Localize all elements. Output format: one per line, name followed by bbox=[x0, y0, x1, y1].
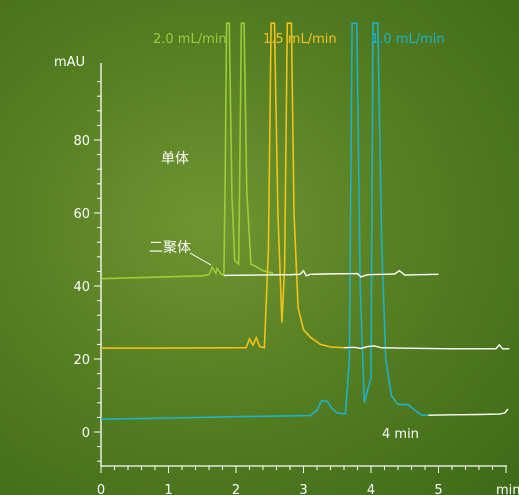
y-tick-label: 40 bbox=[73, 280, 90, 295]
legend-2-0-ml-min: 2.0 mL/min bbox=[153, 32, 227, 47]
trace-white-bottom bbox=[428, 408, 509, 416]
axes bbox=[100, 63, 507, 467]
x-tick-label: 4 bbox=[367, 483, 375, 495]
run-time-label: 4 min bbox=[382, 427, 419, 442]
x-axis-unit: min bbox=[496, 483, 519, 495]
y-tick-label: 80 bbox=[73, 134, 90, 149]
y-tick-label: 0 bbox=[82, 426, 90, 441]
ticks: 80 60 40 20 0 0 1 2 3 4 5 bbox=[73, 81, 507, 495]
dimer-leader-line bbox=[189, 252, 212, 266]
trace-1-0-ml-min bbox=[100, 22, 429, 420]
y-tick-label: 60 bbox=[73, 207, 90, 222]
trace-1-5-ml-min bbox=[101, 22, 345, 349]
trace-white-top bbox=[223, 269, 439, 278]
dimer-label: 二聚体 bbox=[149, 240, 191, 256]
trace-white-mid bbox=[343, 343, 510, 350]
y-tick-label: 20 bbox=[73, 353, 90, 368]
y-axis-unit: mAU bbox=[54, 55, 85, 70]
legend-1-5-ml-min: 1.5 mL/min bbox=[263, 32, 337, 47]
x-tick-label: 2 bbox=[232, 483, 240, 495]
traces bbox=[100, 22, 510, 420]
trace-2-0-ml-min bbox=[100, 22, 274, 280]
x-tick-label: 3 bbox=[299, 483, 307, 495]
monomer-label: 单体 bbox=[161, 151, 189, 167]
x-tick-label: 0 bbox=[97, 483, 105, 495]
x-tick-label: 5 bbox=[434, 483, 442, 495]
x-tick-label: 1 bbox=[164, 483, 172, 495]
legend-1-0-ml-min: 1.0 mL/min bbox=[371, 32, 445, 47]
